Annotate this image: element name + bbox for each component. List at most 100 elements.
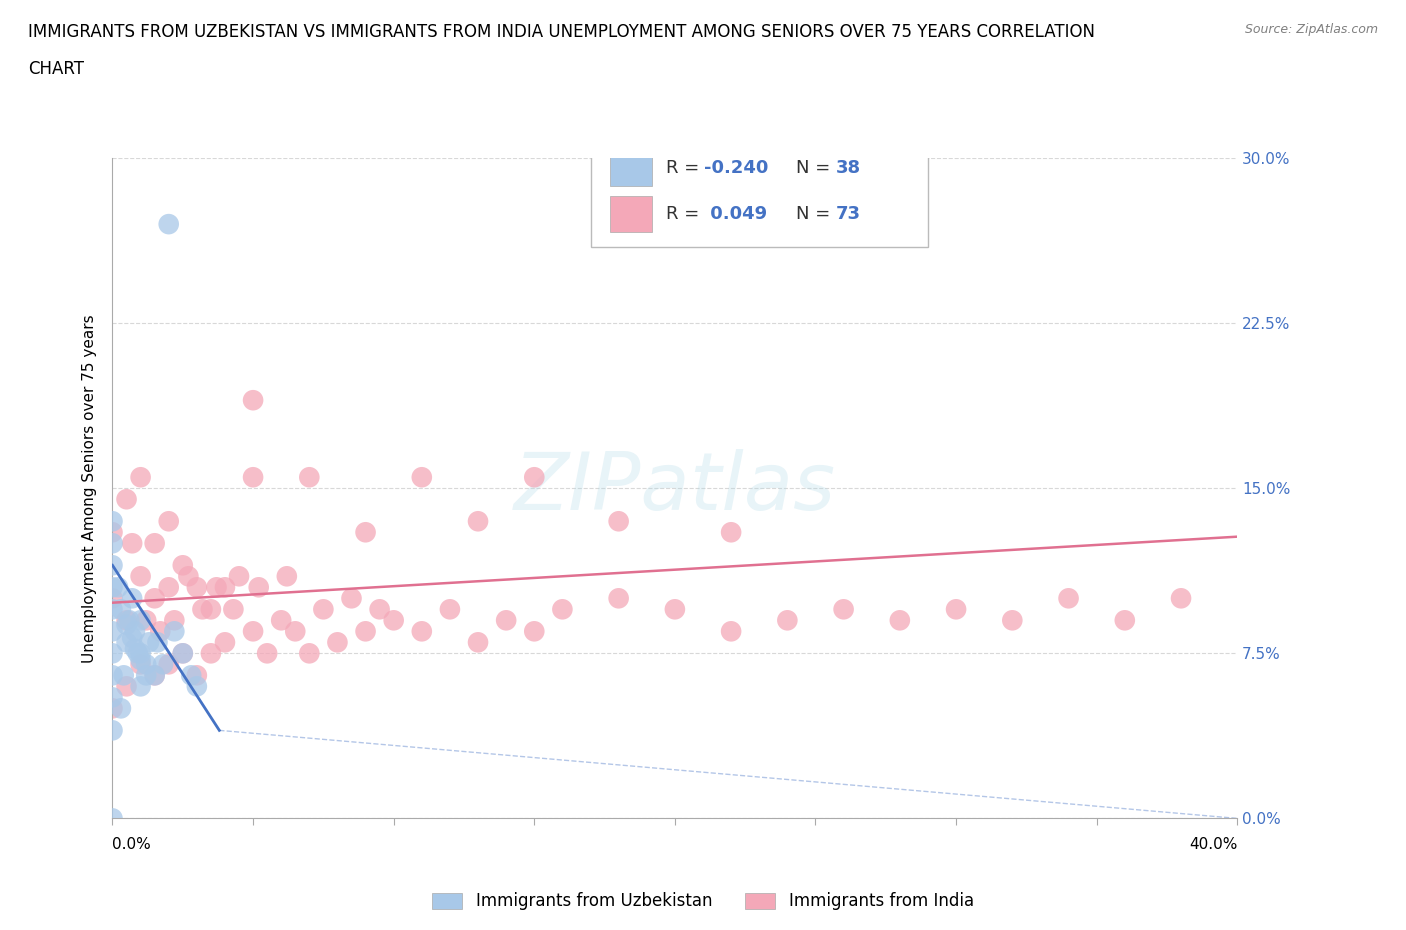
Point (143, 668, 166, 683)
Point (860, 217, 883, 232)
Point (186, 580, 208, 595)
Point (107, 580, 129, 595)
Point (127, 646, 149, 661)
Text: IMMIGRANTS FROM UZBEKISTAN VS IMMIGRANTS FROM INDIA UNEMPLOYMENT AMONG SENIORS O: IMMIGRANTS FROM UZBEKISTAN VS IMMIGRANTS… (28, 23, 1095, 41)
Text: R =: R = (666, 159, 704, 177)
Point (523, 470, 546, 485)
Point (101, 723, 124, 737)
Point (101, 646, 124, 661)
Point (242, 624, 264, 639)
Point (284, 624, 307, 639)
Point (101, 624, 124, 639)
Point (110, 701, 132, 716)
Point (101, 602, 124, 617)
Point (149, 624, 172, 639)
Point (146, 635, 169, 650)
Point (143, 591, 166, 605)
Text: 0.049: 0.049 (704, 205, 768, 223)
Text: 40.0%: 40.0% (1189, 837, 1237, 852)
Point (157, 580, 180, 595)
Point (129, 653, 152, 668)
Point (157, 513, 180, 528)
Text: N =: N = (796, 159, 837, 177)
Text: 0.0%: 0.0% (112, 837, 152, 852)
FancyBboxPatch shape (591, 148, 928, 247)
Point (101, 811, 124, 826)
Point (124, 624, 146, 639)
Point (439, 602, 461, 617)
Point (664, 602, 686, 617)
Point (214, 635, 236, 650)
Point (129, 646, 152, 661)
Point (172, 558, 194, 573)
Point (354, 624, 377, 639)
Point (222, 602, 245, 617)
Point (157, 657, 180, 671)
Point (242, 392, 264, 407)
Point (270, 613, 292, 628)
Point (298, 470, 321, 485)
Point (129, 470, 152, 485)
Point (256, 646, 278, 661)
Point (101, 513, 124, 528)
Point (135, 668, 157, 683)
Text: Source: ZipAtlas.com: Source: ZipAtlas.com (1244, 23, 1378, 36)
Point (135, 657, 157, 671)
Point (180, 668, 202, 683)
Point (101, 701, 124, 716)
Point (1114, 613, 1136, 628)
Text: 73: 73 (835, 205, 860, 223)
Point (607, 513, 630, 528)
Text: N =: N = (796, 205, 837, 223)
Point (1001, 613, 1024, 628)
Point (143, 536, 166, 551)
Point (340, 591, 363, 605)
Point (115, 635, 138, 650)
Point (135, 613, 157, 628)
Y-axis label: Unemployment Among Seniors over 75 years: Unemployment Among Seniors over 75 years (82, 314, 97, 662)
Point (312, 602, 335, 617)
Point (101, 525, 124, 539)
Point (776, 613, 799, 628)
Point (110, 602, 132, 617)
Point (354, 525, 377, 539)
Point (112, 668, 135, 683)
Point (945, 602, 967, 617)
Point (121, 591, 143, 605)
Point (138, 635, 160, 650)
Point (276, 569, 298, 584)
Point (101, 558, 124, 573)
Point (523, 624, 546, 639)
Point (214, 580, 236, 595)
Point (368, 602, 391, 617)
Point (191, 602, 214, 617)
Point (186, 668, 208, 683)
Point (200, 602, 222, 617)
Point (228, 569, 250, 584)
Point (720, 624, 742, 639)
Point (172, 646, 194, 661)
Point (411, 470, 433, 485)
Point (101, 580, 124, 595)
Point (129, 569, 152, 584)
Point (121, 536, 143, 551)
Text: -0.240: -0.240 (704, 159, 769, 177)
Point (115, 679, 138, 694)
Point (129, 613, 152, 628)
Point (382, 613, 405, 628)
Point (467, 635, 489, 650)
Point (172, 646, 194, 661)
Point (205, 580, 228, 595)
Point (163, 613, 186, 628)
Point (101, 536, 124, 551)
Point (152, 657, 174, 671)
FancyBboxPatch shape (610, 150, 652, 186)
Point (298, 646, 321, 661)
Point (326, 635, 349, 650)
Point (1170, 591, 1192, 605)
Point (551, 602, 574, 617)
Point (467, 513, 489, 528)
Point (186, 679, 208, 694)
Point (143, 668, 166, 683)
Point (121, 631, 143, 645)
